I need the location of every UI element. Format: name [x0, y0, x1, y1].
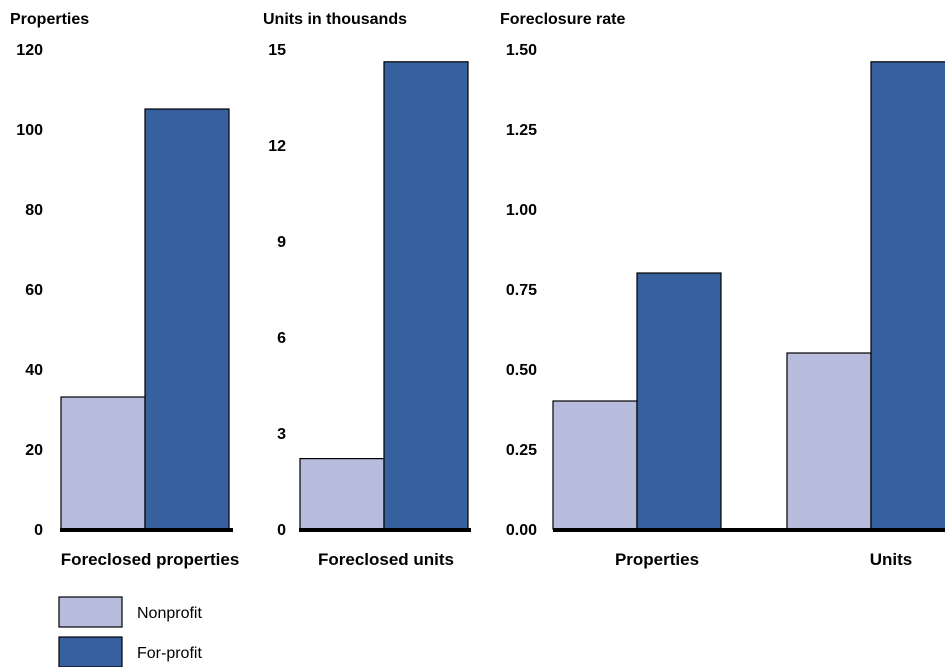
y-tick-label: 12 [268, 138, 286, 155]
legend-swatch-for-profit [58, 636, 123, 667]
y-tick-label: 120 [16, 42, 43, 59]
y-tick-label: 80 [25, 202, 43, 219]
bar-nonprofit [786, 352, 872, 530]
x-category-label: Foreclosed units [318, 550, 454, 569]
bar-for-profit [870, 61, 945, 530]
bar-nonprofit [60, 396, 146, 530]
bar-for-profit [144, 108, 230, 530]
bar-for-profit [636, 272, 722, 530]
y-tick-label: 60 [25, 282, 43, 299]
y-tick-label: 0.75 [506, 282, 537, 299]
y-tick-label: 9 [277, 234, 286, 251]
y-axis-title: Foreclosure rate [500, 11, 625, 28]
y-tick-label: 15 [268, 42, 286, 59]
bar-nonprofit [299, 458, 385, 530]
x-category-label: Units [870, 550, 913, 569]
y-tick-label: 1.00 [506, 202, 537, 219]
y-tick-label: 40 [25, 362, 43, 379]
x-category-label: Properties [615, 550, 699, 569]
y-tick-label: 20 [25, 442, 43, 459]
bar-nonprofit [552, 400, 638, 530]
y-axis-title: Properties [10, 11, 89, 28]
y-tick-label: 3 [277, 426, 286, 443]
bar-for-profit [383, 61, 469, 530]
x-category-label: Foreclosed properties [61, 550, 240, 569]
y-tick-label: 1.25 [506, 122, 537, 139]
y-tick-label: 0 [34, 522, 43, 539]
y-tick-label: 6 [277, 330, 286, 347]
y-tick-label: 0.25 [506, 442, 537, 459]
y-axis-title: Units in thousands [263, 11, 407, 28]
legend-label: For-profit [137, 645, 202, 662]
y-tick-label: 0 [277, 522, 286, 539]
legend-label: Nonprofit [137, 605, 202, 622]
y-tick-label: 100 [16, 122, 43, 139]
y-tick-label: 1.50 [506, 42, 537, 59]
y-tick-label: 0.50 [506, 362, 537, 379]
y-tick-label: 0.00 [506, 522, 537, 539]
legend-swatch-nonprofit [58, 596, 123, 628]
